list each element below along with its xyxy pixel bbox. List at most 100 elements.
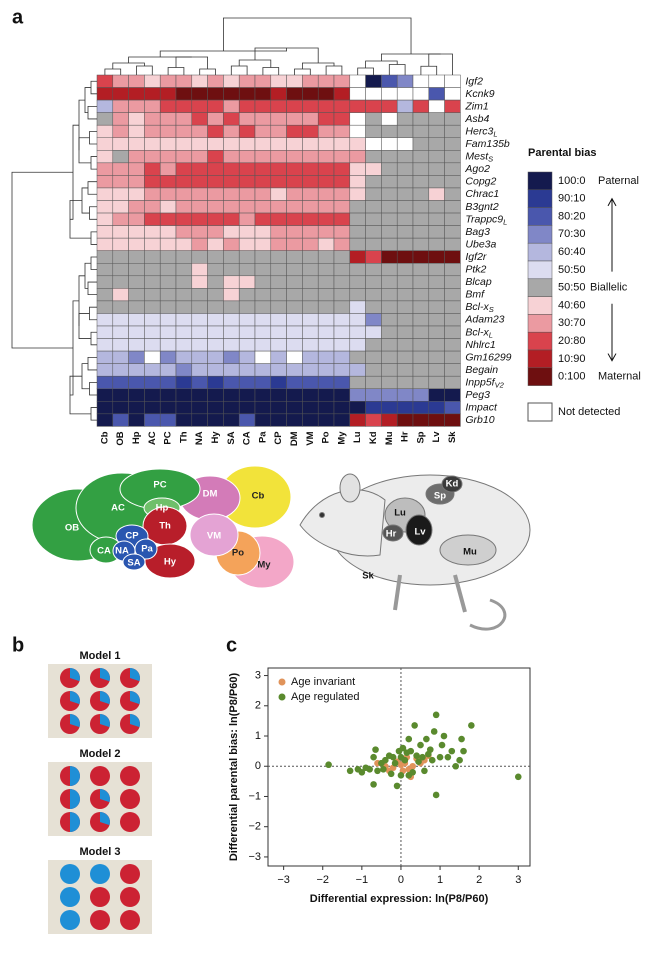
row-label: Zim1 [464,100,488,112]
cell [120,864,140,884]
heatmap-cell [191,300,208,314]
heatmap-cell [412,137,430,151]
heatmap-cell [396,401,414,415]
heatmap-cell [223,388,240,402]
heatmap-cell [223,124,240,138]
heatmap-cell [207,225,224,239]
gene-subscript: S [488,155,493,164]
heatmap-cell [207,250,224,264]
brain-region-label: Hy [164,557,177,568]
cell [120,766,140,786]
heatmap-cell [96,150,114,164]
heatmap-cell [270,350,287,364]
heatmap-cell [175,112,193,126]
heatmap-cell [270,99,287,113]
heatmap-cell [128,112,145,126]
heatmap-cell [223,187,240,201]
heatmap-cell [365,413,382,427]
heatmap-cell [223,413,240,427]
heatmap-cell [396,288,414,302]
legend-swatch [527,367,553,386]
heatmap-cell [112,313,129,327]
heatmap-cell [396,150,414,164]
heatmap-cell [302,325,319,339]
heatmap-cell [317,250,335,264]
heatmap-cell [270,150,287,164]
heatmap-cell [428,175,445,189]
heatmap-cell [238,413,256,427]
heatmap-cell [365,87,382,101]
heatmap-cell [317,112,335,126]
heatmap-cell [302,338,319,352]
heatmap-cell [412,187,430,201]
heatmap-cell [175,288,193,302]
heatmap-cell [333,212,351,226]
heatmap-cell [191,313,208,327]
heatmap-cell [144,288,161,302]
heatmap-cell [286,263,303,277]
row-label: Grb10 [465,414,494,426]
x-tick-label: −2 [316,874,329,886]
heatmap-cell [349,162,366,176]
cell-wedge [70,691,81,705]
heatmap-cell [317,162,335,176]
heatmap-cell [254,350,272,364]
brain-region-label: Cb [252,491,265,502]
heatmap-cell [444,338,461,352]
heatmap-cell [96,263,114,277]
heatmap-cell [333,288,351,302]
heatmap-cell [349,175,366,189]
heatmap-cell [270,225,287,239]
heatmap-cell [333,162,351,176]
row-label: Igf2 [465,75,483,87]
heatmap-cell [444,363,461,377]
heatmap-cell [112,74,129,88]
heatmap-cell [128,237,145,251]
heatmap-cell [144,225,161,239]
heatmap-cell [381,300,398,314]
heatmap-cell [223,87,240,101]
organ-label: Mu [463,547,477,558]
heatmap-cell [254,250,272,264]
heatmap-cell [317,124,335,138]
y-tick-label: 2 [255,700,261,712]
heatmap-cell [128,74,145,88]
heatmap-cell [317,388,335,402]
heatmap-cell [317,74,335,88]
heatmap-cell [159,212,177,226]
cell-wedge [70,812,80,832]
heatmap-cell [317,237,335,251]
data-point [440,732,448,740]
heatmap-cell [223,200,240,214]
heatmap-cell [144,413,161,427]
heatmap-cell [159,162,177,176]
heatmap-cell [254,212,272,226]
heatmap-cell [444,300,461,314]
legend-label: 30:70 [558,317,586,329]
heatmap-cell [302,162,319,176]
brain-region-label: NA [115,546,129,557]
heatmap-cell [223,300,240,314]
gene-subscript: S [489,305,494,314]
heatmap-cell [302,401,319,415]
heatmap-cell [96,350,114,364]
data-point [452,762,460,770]
heatmap-cell [444,388,461,402]
heatmap-cell [381,175,398,189]
gene-subscript: L [503,217,507,226]
heatmap-cell [396,74,414,88]
heatmap-cell [191,338,208,352]
heatmap-cell [112,150,129,164]
heatmap-cell [207,99,224,113]
heatmap-cell [112,263,129,277]
data-point [370,781,377,788]
heatmap-cell [96,74,114,88]
column-label: Th [178,431,189,443]
heatmap-cell [412,162,430,176]
heatmap-cell [428,350,445,364]
heatmap-cell [302,87,319,101]
heatmap-cell [365,401,382,415]
heatmap-cell [112,338,129,352]
heatmap-cell [128,313,145,327]
heatmap-cell [286,237,303,251]
